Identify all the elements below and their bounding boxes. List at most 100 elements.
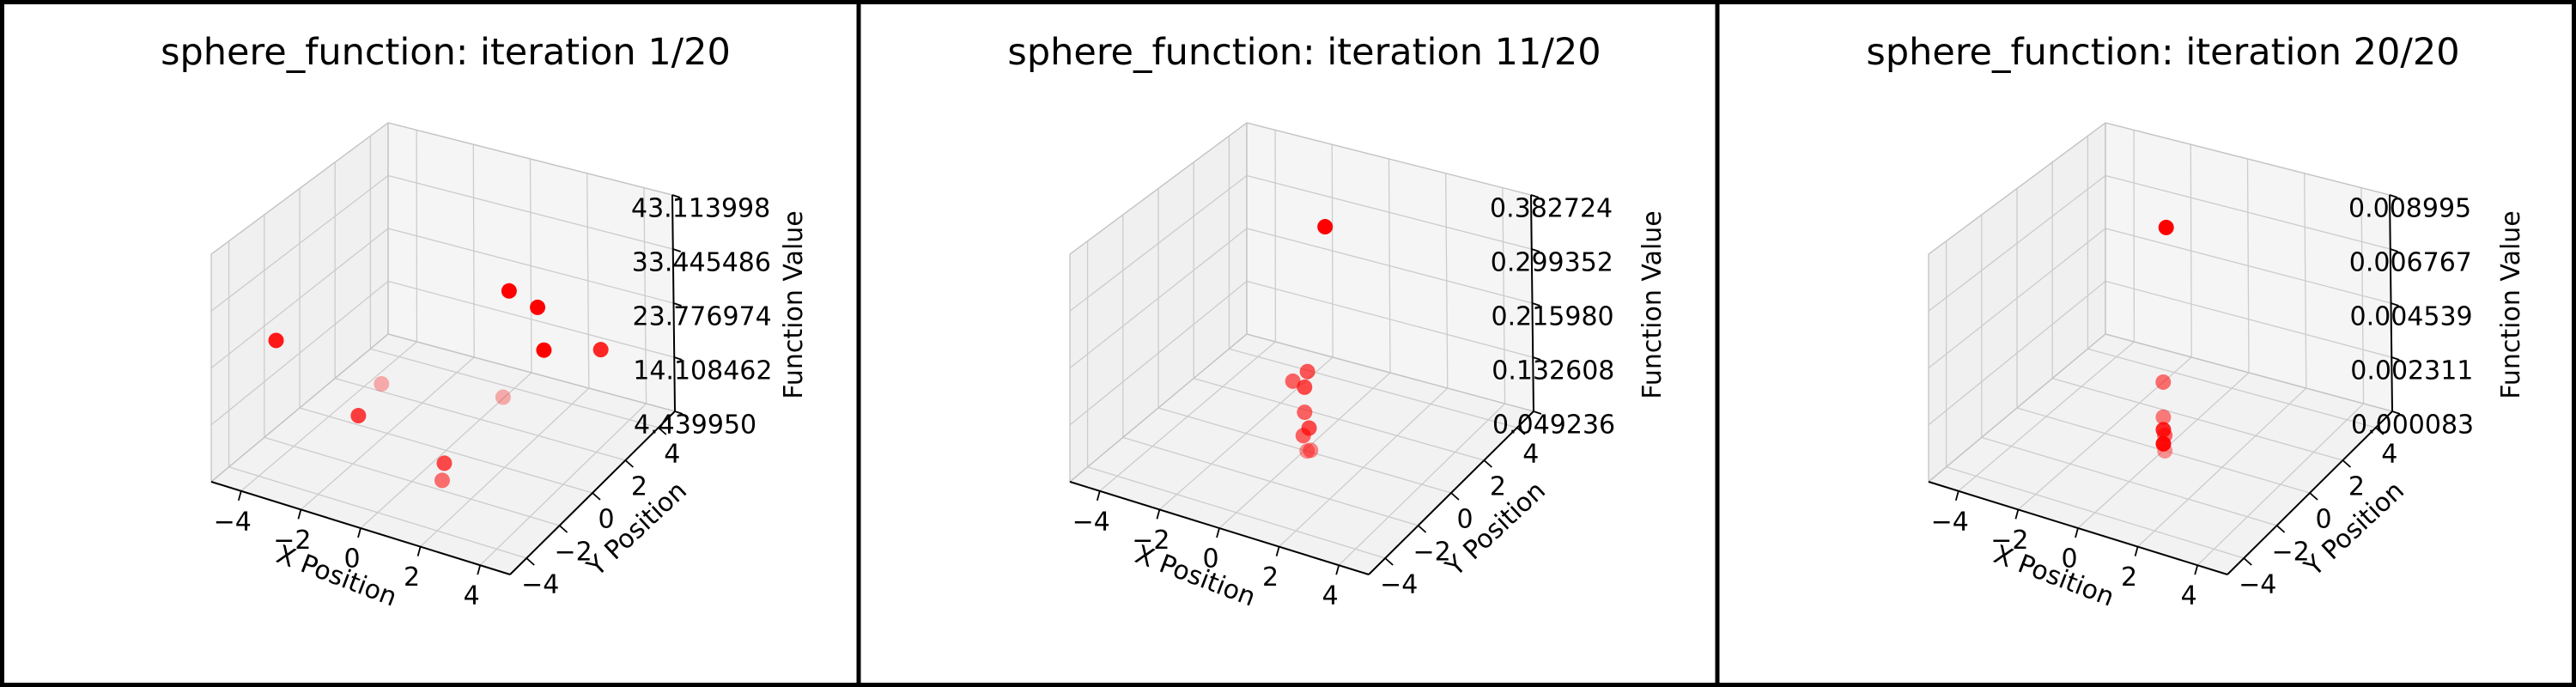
scatter-point <box>2155 374 2172 390</box>
grid-line-rightwall-z <box>2105 174 2391 250</box>
x-tick-mark <box>1156 509 1161 520</box>
z-tick-label: 4.439950 <box>634 410 756 441</box>
scatter-point <box>1285 373 1301 389</box>
scatter-point <box>1297 379 1313 395</box>
z-tick-label: 33.445486 <box>632 248 771 278</box>
x-tick-label: −2 <box>1132 526 1170 556</box>
x-tick-label: 2 <box>1262 562 1279 593</box>
scatter-point <box>436 455 453 471</box>
scatter-point <box>495 389 511 405</box>
x-tick-mark <box>357 527 361 538</box>
x-tick-label: 4 <box>464 581 480 611</box>
y-tick-mark <box>1450 492 1460 501</box>
grid-line-leftwall-z <box>1069 228 1248 369</box>
x-tick-label: 0 <box>343 544 360 575</box>
x-tick-mark <box>237 490 242 502</box>
x-tick-label: 0 <box>2061 544 2077 575</box>
grid-line-floor-y <box>1981 436 2277 526</box>
z-tick-label: 0.049236 <box>1492 410 1615 441</box>
x-tick-mark <box>416 546 422 556</box>
x-tick-label: −2 <box>273 526 311 556</box>
y-tick-mark <box>526 557 535 566</box>
scatter-point <box>2155 422 2172 438</box>
scatter-point <box>536 342 552 358</box>
grid-line-rightwall-z <box>387 174 673 250</box>
x-axis-title: X Position <box>1990 539 2118 612</box>
y-tick-label: 0 <box>1456 505 1473 535</box>
grid-line-floor-y <box>1122 436 1419 526</box>
scatter-point <box>1303 442 1319 459</box>
y-tick-mark <box>2276 525 2286 533</box>
pane-right-wall <box>2105 123 2392 411</box>
y-tick-label: 2 <box>1490 472 1506 502</box>
y-tick-label: 4 <box>1522 440 1539 470</box>
y-tick-label: 4 <box>2381 440 2397 470</box>
z-tick-label: 23.776974 <box>633 302 772 332</box>
z-tick-mark <box>671 194 681 198</box>
z-axis-title: Function Value <box>779 210 809 399</box>
scatter-point <box>2158 219 2174 235</box>
scatter-point <box>1297 404 1313 421</box>
scatter-point <box>374 375 390 392</box>
x-tick-mark <box>2075 527 2079 538</box>
scatter-point <box>434 472 450 489</box>
x-tick-mark <box>1216 527 1220 538</box>
z-tick-mark <box>1532 302 1540 307</box>
z-tick-label: 14.108462 <box>633 356 772 386</box>
y-tick-label: 2 <box>631 472 647 502</box>
grid-line-leftwall-z <box>1069 174 1248 312</box>
grid-line-rightwall-z <box>1246 174 1532 250</box>
grid-line-floor-y <box>1946 466 2245 559</box>
z-tick-mark <box>2389 194 2398 198</box>
grid-line-rightwall-z <box>387 228 674 304</box>
x-axis-title: X Position <box>1131 539 1260 612</box>
pane-floor <box>1929 334 2392 575</box>
pane-floor <box>211 334 675 575</box>
scatter-point <box>1317 219 1334 235</box>
y-tick-label: −4 <box>521 570 559 600</box>
x-tick-label: −4 <box>1931 507 1969 537</box>
grid-line-rightwall-z <box>2105 228 2391 304</box>
y-tick-label: 4 <box>664 440 680 470</box>
y-tick-label: −2 <box>554 538 592 568</box>
x-tick-label: 4 <box>2181 581 2197 611</box>
z-tick-label: 0.004539 <box>2350 302 2473 332</box>
scatter-point <box>268 332 284 349</box>
z-tick-label: 43.113998 <box>631 194 770 224</box>
scatter-point <box>1301 420 1317 436</box>
x-tick-label: −4 <box>1072 507 1110 537</box>
y-tick-label: 2 <box>2348 472 2365 502</box>
y-tick-label: −2 <box>2271 538 2309 568</box>
y-tick-label: 0 <box>598 505 614 535</box>
x-tick-mark <box>2014 509 2020 520</box>
z-tick-mark <box>673 356 683 361</box>
grid-line-rightwall-z <box>2105 280 2392 358</box>
scatter-point <box>350 408 367 424</box>
grid-line-floor-y <box>1157 407 1452 494</box>
z-tick-label: 0.002311 <box>2350 356 2473 386</box>
z-tick-mark <box>1533 410 1542 415</box>
z-tick-label: 0.215980 <box>1492 302 1614 332</box>
y-tick-mark <box>592 492 601 501</box>
x-tick-mark <box>1096 490 1101 502</box>
z-tick-label: 0.008995 <box>2348 194 2471 224</box>
y-tick-mark <box>1483 459 1492 468</box>
y-tick-mark <box>559 525 568 533</box>
grid-line-floor-y <box>299 407 593 494</box>
scatter-point <box>2155 409 2172 425</box>
x-tick-mark <box>2194 564 2199 575</box>
grid-line-leftwall-z <box>1928 280 2106 426</box>
y-tick-label: −4 <box>2239 570 2276 600</box>
y-tick-mark <box>1384 557 1394 566</box>
y-tick-label: 0 <box>2315 505 2331 535</box>
y-tick-mark <box>1418 525 1427 533</box>
y-tick-mark <box>624 459 634 468</box>
y-tick-mark <box>658 427 667 435</box>
z-tick-label: 0.299352 <box>1491 248 1613 278</box>
pane-right-wall <box>1247 123 1534 411</box>
scatter-point <box>1299 443 1315 459</box>
